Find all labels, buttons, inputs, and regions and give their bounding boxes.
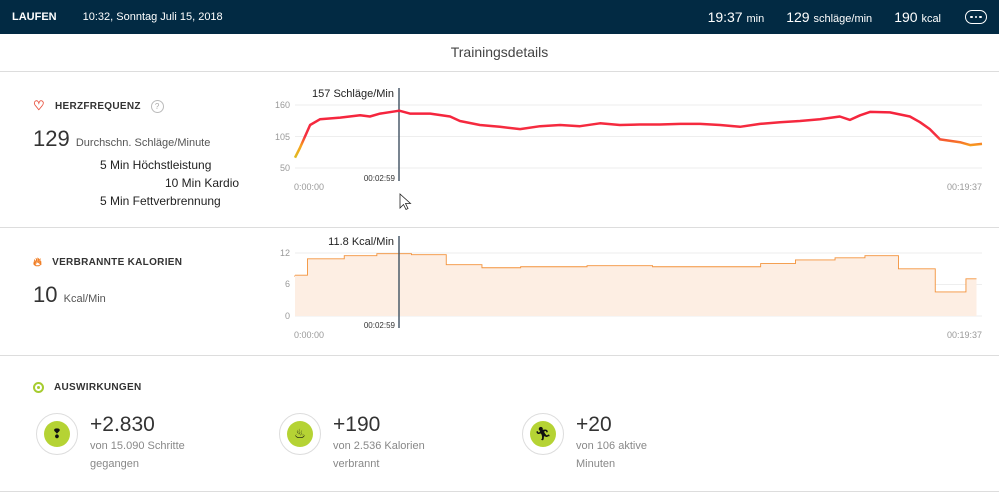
calories-title: VERBRANNTE KALORIEN — [52, 257, 183, 268]
calories-avg-label: Kcal/Min — [63, 293, 106, 305]
heart-avg: 129 — [33, 126, 70, 151]
heart-avg-label: Durchschn. Schläge/Minute — [75, 137, 211, 149]
impact-value: +190 — [333, 413, 381, 436]
impact-title: AUSWIRKUNGEN — [54, 382, 142, 393]
flame-small-icon: 🔥︎ — [33, 255, 43, 269]
impact-item: ♨ +190 von 2.536 Kalorien verbrannt — [279, 413, 443, 473]
stat-kcal: 190 kcal — [894, 9, 941, 25]
help-icon[interactable]: ? — [150, 99, 164, 113]
zone-fatburn: 5 Min Fettverbrennung — [100, 194, 221, 208]
stat-duration: 19:37 min — [707, 9, 765, 25]
heart-title: HERZFREQUENZ — [54, 100, 141, 112]
impact-badge: ❢ — [36, 413, 78, 455]
impact-value: +20 — [576, 413, 612, 436]
impact-badge: 🏃︎ — [522, 413, 564, 455]
impact-section: AUSWIRKUNGEN — [0, 356, 999, 492]
impact-item: 🏃︎ +20 von 106 aktive Minuten — [522, 413, 686, 473]
calories-avg: 10 — [33, 282, 58, 307]
zone-peak: 5 Min Höchstleistung — [100, 158, 212, 172]
activity-type: LAUFEN — [12, 11, 57, 23]
footsteps-icon: ❢ — [44, 421, 70, 447]
flame-icon: ♨ — [287, 421, 313, 447]
activity-datetime: 10:32, Sonntag Juli 15, 2018 — [82, 11, 223, 23]
target-icon — [33, 382, 44, 393]
impact-item: ❢ +2.830 von 15.090 Schritte gegangen — [36, 413, 200, 473]
top-bar: LAUFEN 10:32, Sonntag Juli 15, 2018 19:3… — [0, 0, 999, 34]
runner-icon: 🏃︎ — [530, 421, 556, 447]
heart-icon: ♡ — [33, 98, 45, 113]
zone-cardio: 10 Min Kardio — [165, 176, 240, 190]
calories-section: 🔥︎ VERBRANNTE KALORIEN 10 Kcal/Min — [0, 228, 999, 356]
stat-heart: 129 schläge/min — [786, 9, 873, 25]
impact-desc: von 106 aktive Minuten — [576, 440, 647, 470]
impact-desc: von 15.090 Schritte gegangen — [90, 440, 185, 470]
page-title: Trainingsdetails — [0, 34, 999, 72]
impact-value: +2.830 — [90, 413, 155, 436]
heart-rate-section: ♡ HERZFREQUENZ? 129 Durchschn. Schläge/Mi… — [0, 72, 999, 228]
impact-desc: von 2.536 Kalorien verbrannt — [333, 440, 425, 470]
impact-badge: ♨ — [279, 413, 321, 455]
more-options-icon[interactable] — [965, 10, 987, 24]
